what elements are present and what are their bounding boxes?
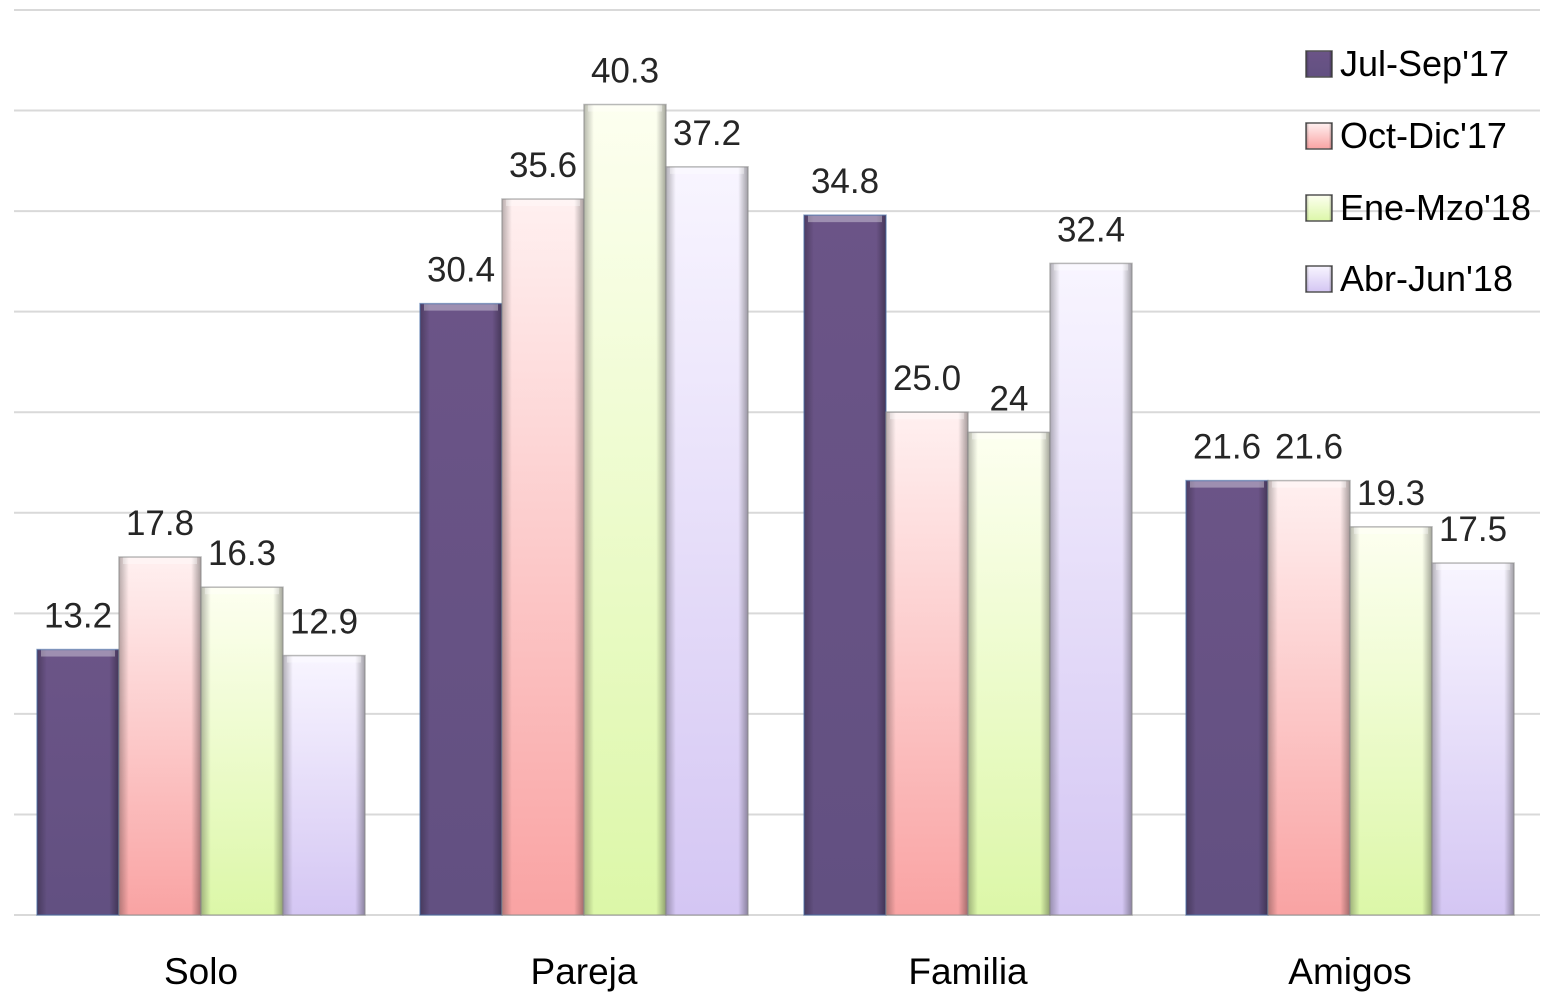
bar-shade xyxy=(1186,480,1268,915)
legend-item: Ene-Mzo'18 xyxy=(1305,187,1531,228)
data-label: 34.8 xyxy=(811,162,879,201)
bar xyxy=(1185,479,1269,916)
data-label: 37.2 xyxy=(673,114,741,153)
bar-bevel xyxy=(41,649,115,657)
bar-shade xyxy=(37,649,119,915)
bar xyxy=(501,198,585,916)
legend-swatch-shade xyxy=(1306,123,1332,149)
bar xyxy=(1349,526,1433,916)
bar xyxy=(118,556,202,916)
legend-item: Oct-Dic'17 xyxy=(1305,115,1507,156)
bar-bevel xyxy=(972,432,1046,440)
data-label: 19.3 xyxy=(1357,474,1425,513)
legend-item: Jul-Sep'17 xyxy=(1305,43,1509,84)
data-label: 30.4 xyxy=(427,251,495,290)
data-labels-group: 13.2 30.4 34.8 21.6 17.8 35.6 25.0 21.6 16.3 40.3… xyxy=(44,52,1507,642)
bar-bevel xyxy=(670,166,744,174)
bar xyxy=(200,586,284,916)
bar-bevel xyxy=(1190,480,1264,488)
category-labels-group: Solo Pareja Familia Amigos xyxy=(164,951,1412,992)
legend-label: Abr-Jun'18 xyxy=(1340,258,1513,299)
bar-bevel xyxy=(588,104,662,112)
data-label: 17.8 xyxy=(126,504,194,543)
data-label: 40.3 xyxy=(591,52,659,91)
bar xyxy=(803,214,887,916)
bar-outline xyxy=(1431,562,1515,916)
bar-shade xyxy=(1432,563,1514,915)
bar-bevel xyxy=(506,199,580,207)
data-label: 13.2 xyxy=(44,597,112,636)
category-label: Solo xyxy=(164,951,238,992)
bar xyxy=(1049,262,1133,916)
bars-group xyxy=(36,103,1515,916)
bar-shade xyxy=(584,104,666,916)
bar-bevel xyxy=(123,557,197,565)
bar-shade xyxy=(201,587,283,915)
data-label: 16.3 xyxy=(208,534,276,573)
data-label: 21.6 xyxy=(1275,428,1343,467)
bar-shade xyxy=(1050,263,1132,915)
bar xyxy=(885,411,969,916)
legend-swatch-shade xyxy=(1306,266,1332,292)
bar xyxy=(419,302,503,916)
category-label: Amigos xyxy=(1288,951,1411,992)
bar-shade xyxy=(968,432,1050,915)
bar xyxy=(1267,479,1351,916)
bar-outline xyxy=(665,166,749,916)
bar-bevel xyxy=(287,655,361,663)
data-label: 12.9 xyxy=(290,603,358,642)
bar-shade xyxy=(804,215,886,916)
bar xyxy=(282,654,366,916)
category-label: Familia xyxy=(908,951,1028,992)
legend-label: Jul-Sep'17 xyxy=(1340,43,1509,84)
bar xyxy=(583,103,667,916)
bar-bevel xyxy=(205,587,279,595)
bar-shade xyxy=(119,557,201,915)
legend-swatch-shade xyxy=(1306,51,1332,77)
bar xyxy=(665,166,749,916)
data-label: 21.6 xyxy=(1193,428,1261,467)
bar-bevel xyxy=(1354,526,1428,534)
legend-swatch-shade xyxy=(1306,195,1332,221)
bar-shade xyxy=(666,166,748,915)
legend-label: Oct-Dic'17 xyxy=(1340,115,1507,156)
category-label: Pareja xyxy=(531,951,638,992)
bar-shade xyxy=(1268,480,1350,915)
legend-label: Ene-Mzo'18 xyxy=(1340,187,1531,228)
data-label: 35.6 xyxy=(509,146,577,185)
bar-bevel xyxy=(424,303,498,311)
legend: Jul-Sep'17 Oct-Dic'17 Ene-Mzo'18 Abr-Jun'18 xyxy=(1305,43,1531,299)
bar-shade xyxy=(502,199,584,916)
bar-shade xyxy=(886,412,968,915)
data-label: 25.0 xyxy=(893,359,961,398)
bar-outline xyxy=(282,654,366,916)
bar-outline xyxy=(1049,262,1133,916)
bar-bevel xyxy=(1272,480,1346,488)
bar-shade xyxy=(420,303,502,916)
bar-bevel xyxy=(890,412,964,420)
bar xyxy=(36,648,120,916)
data-label: 24 xyxy=(990,379,1029,418)
data-label: 32.4 xyxy=(1057,210,1125,249)
data-label: 17.5 xyxy=(1439,510,1507,549)
bar-bevel xyxy=(1054,263,1128,271)
bar-bevel xyxy=(808,215,882,223)
bar xyxy=(967,431,1051,916)
bar-shade xyxy=(283,655,365,915)
legend-item: Abr-Jun'18 xyxy=(1305,258,1513,299)
bar xyxy=(1431,562,1515,916)
bar-shade xyxy=(1350,526,1432,915)
bar-bevel xyxy=(1436,563,1510,571)
